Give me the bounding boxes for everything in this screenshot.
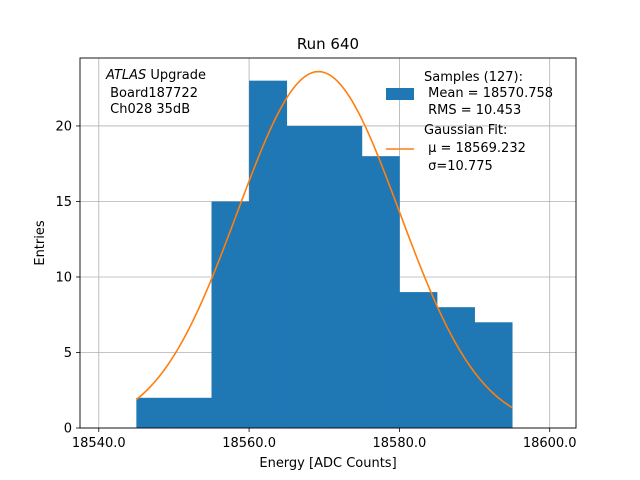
annotation-line-3: Ch028 35dB	[106, 102, 190, 117]
legend-samples-line-3: RMS = 10.453	[424, 103, 521, 118]
histogram-bar	[324, 125, 363, 429]
legend-samples-line-2: Mean = 18570.758	[424, 86, 553, 101]
y-tick-label: 15	[55, 195, 72, 210]
legend-fit-line-2: μ = 18569.232	[424, 141, 526, 156]
x-tick-label: 18600.0	[523, 436, 577, 451]
annotation-line-2: Board187722	[106, 86, 198, 101]
annotation-atlas: ATLAS	[105, 68, 146, 83]
gaussian-fit-curve	[135, 70, 513, 409]
annotation-upgrade: Upgrade	[146, 68, 206, 83]
x-tick-label: 18560.0	[222, 436, 276, 451]
y-tick-label: 10	[55, 270, 72, 285]
histogram-bar	[399, 292, 438, 428]
annotation-box: ATLAS Upgrade Board187722 Ch028 35dB	[105, 68, 206, 117]
histogram-bar	[436, 307, 475, 428]
x-axis-ticks: 18540.0 18560.0 18580.0 18600.0	[72, 428, 577, 451]
histogram-bar	[211, 201, 250, 428]
y-tick-label: 5	[64, 346, 72, 361]
y-axis-ticks: 0 5 10 15 20	[55, 119, 80, 437]
legend: Samples (127): Mean = 18570.758 RMS = 10…	[386, 70, 553, 174]
legend-fit-line-3: σ=10.775	[424, 159, 493, 174]
histogram-bars	[136, 80, 513, 429]
y-tick-label: 0	[64, 422, 72, 437]
legend-samples-line-1: Samples (127):	[424, 70, 523, 85]
annotation-line-1: ATLAS Upgrade	[105, 68, 206, 83]
y-tick-label: 20	[55, 119, 72, 134]
legend-samples-swatch	[386, 88, 414, 100]
histogram-bar	[286, 125, 325, 429]
chart-title: Run 640	[297, 35, 359, 53]
x-tick-label: 18540.0	[72, 436, 126, 451]
histogram-bar	[249, 80, 288, 428]
x-tick-label: 18580.0	[373, 436, 427, 451]
legend-fit-line-1: Gaussian Fit:	[424, 123, 507, 138]
histogram-bar	[136, 397, 175, 428]
histogram-bar	[173, 397, 212, 428]
histogram-bar	[361, 156, 400, 428]
plot-frame	[79, 57, 577, 429]
x-axis-label: Energy [ADC Counts]	[259, 456, 396, 471]
histogram-bar	[474, 322, 513, 428]
y-axis-label: Entries	[33, 220, 48, 266]
